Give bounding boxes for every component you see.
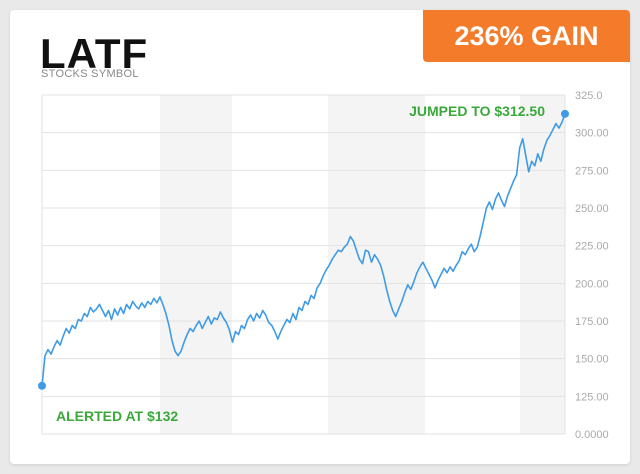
stock-subtitle: STOCKS SYMBOL (41, 68, 139, 80)
chart-gridlines (41, 94, 566, 435)
chart-band-2 (520, 95, 565, 434)
jump-annotation: JUMPED TO $312.50 (409, 103, 545, 119)
y-tick-label: 0.0000 (575, 429, 609, 441)
y-tick-label: 175.00 (575, 316, 609, 328)
stock-symbol: LATF (40, 30, 149, 77)
chart-band-1 (328, 95, 425, 434)
chart-plot (38, 109, 569, 390)
chart-bands (160, 95, 565, 434)
chart-annotations: ALERTED AT $132 JUMPED TO $312.50 (56, 103, 545, 424)
y-tick-label: 200.00 (575, 278, 609, 290)
y-tick-label: 325.0 (575, 90, 603, 102)
end-point-marker (561, 109, 569, 118)
y-tick-label: 300.00 (575, 128, 609, 140)
chart-band-0 (160, 95, 232, 434)
y-tick-label: 150.00 (575, 354, 609, 366)
gain-badge: 236% GAIN (423, 10, 630, 62)
y-tick-label: 225.00 (575, 241, 609, 253)
y-tick-label: 275.00 (575, 165, 609, 177)
y-tick-label: 250.00 (575, 203, 609, 215)
price-series-line (41, 113, 566, 386)
alert-annotation: ALERTED AT $132 (56, 408, 178, 424)
y-axis-ticks: 325.0 300.00 275.00 250.00 225.00 200.00 175.0… (575, 90, 609, 441)
start-point-marker (38, 381, 46, 390)
y-tick-label: 125.00 (575, 391, 609, 403)
